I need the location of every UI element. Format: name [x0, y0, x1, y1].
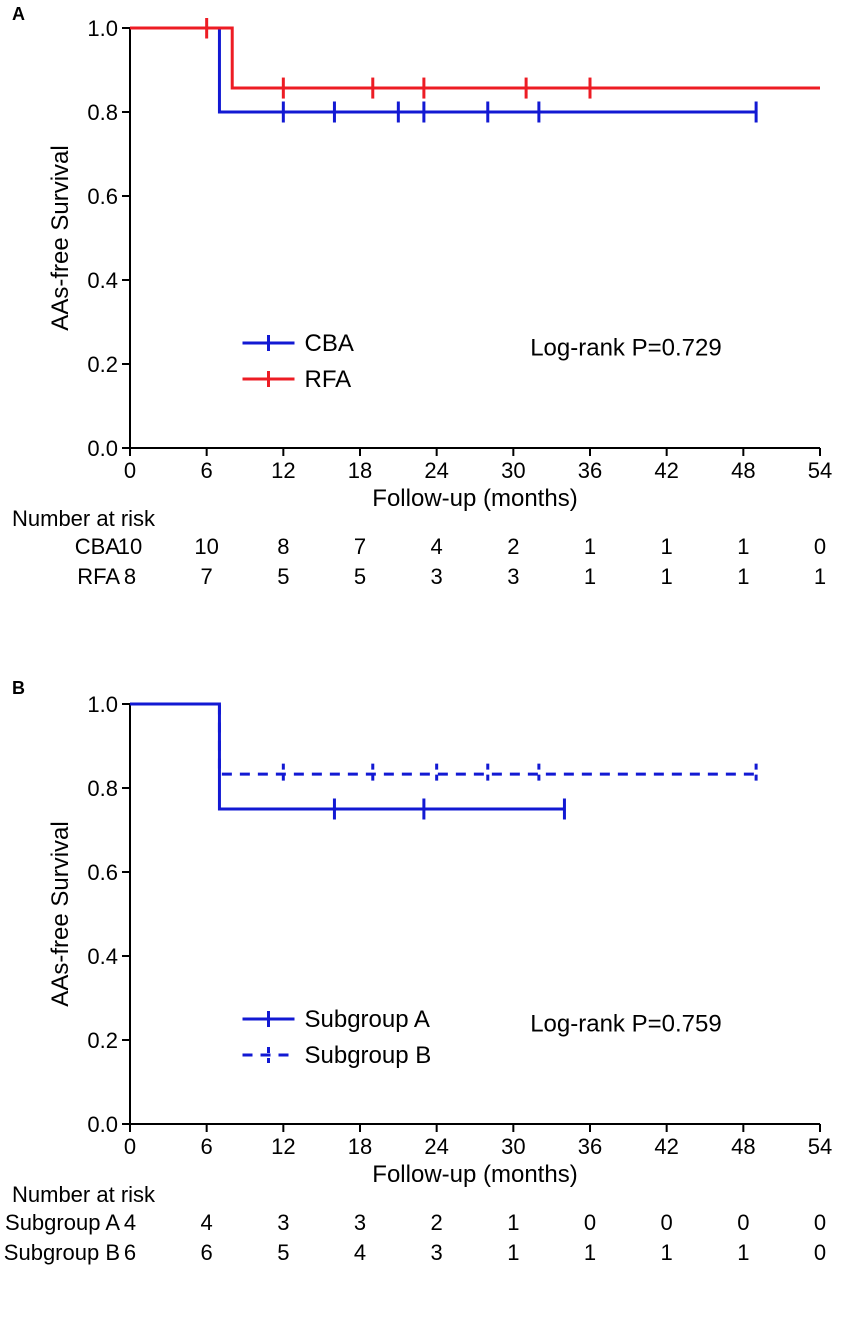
- svg-text:0.8: 0.8: [87, 100, 118, 125]
- svg-text:1: 1: [737, 1240, 749, 1265]
- svg-text:5: 5: [354, 564, 366, 589]
- svg-text:36: 36: [578, 1134, 602, 1159]
- svg-text:0: 0: [814, 534, 826, 559]
- svg-text:CBA: CBA: [75, 534, 121, 559]
- svg-text:Number at risk: Number at risk: [12, 506, 156, 531]
- svg-text:4: 4: [354, 1240, 366, 1265]
- svg-text:AAs-free Survival: AAs-free Survival: [47, 821, 74, 1006]
- svg-text:Subgroup A: Subgroup A: [305, 1006, 430, 1033]
- svg-text:1: 1: [661, 534, 673, 559]
- svg-text:Subgroup B: Subgroup B: [305, 1042, 432, 1069]
- svg-text:1: 1: [584, 564, 596, 589]
- svg-text:1.0: 1.0: [87, 18, 118, 41]
- svg-text:3: 3: [507, 564, 519, 589]
- svg-text:Subgroup B: Subgroup B: [4, 1240, 120, 1265]
- svg-text:0.0: 0.0: [87, 436, 118, 461]
- svg-text:RFA: RFA: [77, 564, 120, 589]
- svg-text:6: 6: [124, 1240, 136, 1265]
- svg-text:12: 12: [271, 1134, 295, 1159]
- svg-text:24: 24: [424, 458, 448, 483]
- svg-text:8: 8: [124, 564, 136, 589]
- svg-text:4: 4: [201, 1210, 213, 1235]
- svg-text:48: 48: [731, 1134, 755, 1159]
- svg-text:48: 48: [731, 458, 755, 483]
- svg-text:1: 1: [584, 534, 596, 559]
- svg-text:7: 7: [201, 564, 213, 589]
- svg-text:5: 5: [277, 564, 289, 589]
- svg-text:3: 3: [354, 1210, 366, 1235]
- svg-text:4: 4: [431, 534, 443, 559]
- svg-text:1: 1: [507, 1240, 519, 1265]
- svg-text:3: 3: [431, 564, 443, 589]
- svg-text:Follow-up (months): Follow-up (months): [372, 1161, 577, 1188]
- svg-text:1: 1: [507, 1210, 519, 1235]
- svg-text:0.4: 0.4: [87, 944, 118, 969]
- svg-text:1: 1: [584, 1240, 596, 1265]
- svg-text:3: 3: [277, 1210, 289, 1235]
- svg-text:1: 1: [661, 564, 673, 589]
- svg-text:0: 0: [737, 1210, 749, 1235]
- svg-text:0.2: 0.2: [87, 352, 118, 377]
- svg-text:0: 0: [124, 1134, 136, 1159]
- svg-text:0.4: 0.4: [87, 268, 118, 293]
- svg-text:6: 6: [201, 1134, 213, 1159]
- svg-text:5: 5: [277, 1240, 289, 1265]
- svg-text:6: 6: [201, 1240, 213, 1265]
- svg-text:1: 1: [814, 564, 826, 589]
- svg-text:4: 4: [124, 1210, 136, 1235]
- svg-text:10: 10: [118, 534, 142, 559]
- svg-text:Log-rank P=0.759: Log-rank P=0.759: [530, 1011, 721, 1038]
- svg-text:Number at risk: Number at risk: [12, 1182, 156, 1207]
- svg-text:Subgroup A: Subgroup A: [5, 1210, 120, 1235]
- svg-text:0: 0: [584, 1210, 596, 1235]
- svg-text:54: 54: [808, 458, 832, 483]
- svg-text:Follow-up (months): Follow-up (months): [372, 485, 577, 512]
- panel-b-svg: 0.00.20.40.60.81.0061218243036424854Foll…: [0, 694, 852, 1334]
- svg-text:30: 30: [501, 458, 525, 483]
- svg-text:24: 24: [424, 1134, 448, 1159]
- svg-text:0: 0: [814, 1240, 826, 1265]
- svg-text:18: 18: [348, 458, 372, 483]
- svg-text:0.8: 0.8: [87, 776, 118, 801]
- svg-text:3: 3: [431, 1240, 443, 1265]
- svg-text:1: 1: [661, 1240, 673, 1265]
- svg-text:0.6: 0.6: [87, 860, 118, 885]
- svg-text:0: 0: [814, 1210, 826, 1235]
- svg-text:CBA: CBA: [305, 330, 354, 357]
- svg-text:42: 42: [654, 458, 678, 483]
- svg-text:30: 30: [501, 1134, 525, 1159]
- panel-a-chart: 0.00.20.40.60.81.0061218243036424854Foll…: [0, 18, 852, 658]
- svg-text:0.2: 0.2: [87, 1028, 118, 1053]
- svg-text:18: 18: [348, 1134, 372, 1159]
- svg-text:0.6: 0.6: [87, 184, 118, 209]
- svg-text:54: 54: [808, 1134, 832, 1159]
- svg-text:7: 7: [354, 534, 366, 559]
- svg-text:0.0: 0.0: [87, 1112, 118, 1137]
- svg-text:1: 1: [737, 564, 749, 589]
- svg-text:Log-rank P=0.729: Log-rank P=0.729: [530, 335, 721, 362]
- panel-a-svg: 0.00.20.40.60.81.0061218243036424854Foll…: [0, 18, 852, 658]
- svg-text:8: 8: [277, 534, 289, 559]
- panel-b-chart: 0.00.20.40.60.81.0061218243036424854Foll…: [0, 694, 852, 1334]
- svg-text:RFA: RFA: [305, 366, 352, 393]
- svg-text:2: 2: [507, 534, 519, 559]
- svg-text:2: 2: [431, 1210, 443, 1235]
- svg-text:1: 1: [737, 534, 749, 559]
- svg-text:AAs-free Survival: AAs-free Survival: [47, 145, 74, 330]
- svg-text:0: 0: [124, 458, 136, 483]
- figure-page: A 0.00.20.40.60.81.0061218243036424854Fo…: [0, 0, 852, 1339]
- svg-text:12: 12: [271, 458, 295, 483]
- svg-text:10: 10: [194, 534, 218, 559]
- svg-text:0: 0: [661, 1210, 673, 1235]
- svg-text:36: 36: [578, 458, 602, 483]
- svg-text:42: 42: [654, 1134, 678, 1159]
- svg-text:6: 6: [201, 458, 213, 483]
- svg-text:1.0: 1.0: [87, 694, 118, 717]
